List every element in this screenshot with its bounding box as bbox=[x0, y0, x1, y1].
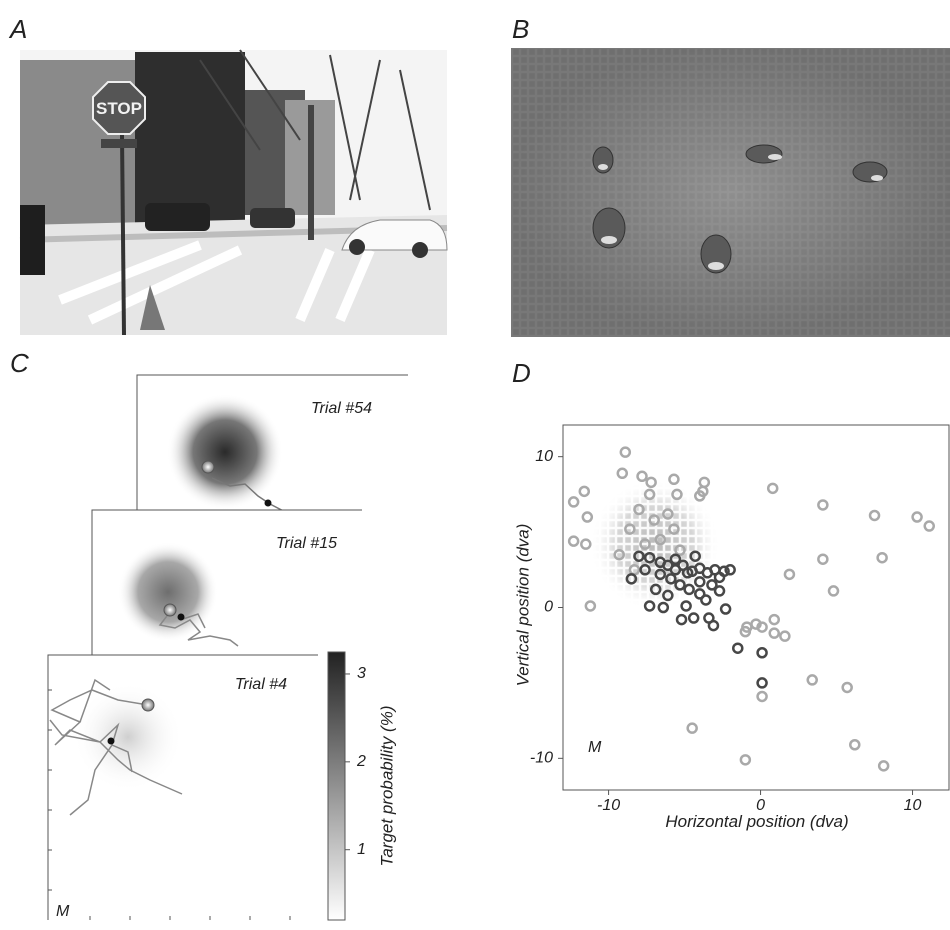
x-tick-label: -10 bbox=[597, 797, 620, 814]
scatter-point bbox=[721, 605, 730, 614]
scatter-point bbox=[850, 740, 859, 749]
page: {"panel_labels": ["A", "B", "C", "D"], "… bbox=[0, 0, 950, 925]
illustration-shape bbox=[145, 203, 210, 231]
illustration-shape bbox=[122, 135, 124, 335]
scatter-point bbox=[688, 724, 697, 733]
x-tick-label: 10 bbox=[904, 797, 922, 814]
scatter-point bbox=[638, 472, 647, 481]
scatter-point bbox=[583, 513, 592, 522]
panel-label: D bbox=[512, 358, 531, 388]
illustration-shape bbox=[135, 52, 245, 227]
scatter-point bbox=[870, 511, 879, 520]
illustration-shape bbox=[20, 205, 45, 275]
scatter-point bbox=[829, 586, 838, 595]
scatter-point bbox=[715, 586, 724, 595]
illustration-shape bbox=[101, 139, 137, 148]
illustration-shape bbox=[202, 461, 214, 473]
illustration-shape bbox=[708, 262, 724, 270]
scatter-point bbox=[780, 632, 789, 641]
y-tick-label: 1 bbox=[357, 841, 366, 858]
scatter-point bbox=[758, 692, 767, 701]
scatter-point bbox=[741, 755, 750, 764]
scatter-point bbox=[669, 475, 678, 484]
annotation: M bbox=[588, 739, 602, 756]
illustration-shape bbox=[178, 614, 185, 621]
trial-label: Trial #54 bbox=[311, 400, 372, 417]
illustration-shape bbox=[871, 175, 883, 181]
illustration-shape bbox=[308, 105, 314, 240]
scatter-point bbox=[758, 678, 767, 687]
y-axis-label: Vertical position (dva) bbox=[513, 524, 532, 687]
scatter-point bbox=[586, 601, 595, 610]
scatter-point bbox=[768, 484, 777, 493]
scatter-point bbox=[581, 540, 590, 549]
illustration-shape bbox=[746, 145, 782, 163]
scatter-point bbox=[770, 629, 779, 638]
scatter-point bbox=[879, 761, 888, 770]
figure: A B C D STOP bbox=[0, 0, 950, 925]
illustration-shape bbox=[768, 154, 782, 160]
panel-label: C bbox=[10, 348, 29, 378]
y-tick-label: 0 bbox=[544, 599, 553, 616]
illustration-shape bbox=[167, 394, 283, 510]
annotation: M bbox=[56, 903, 70, 920]
x-axis-label: Horizontal position (dva) bbox=[665, 812, 848, 831]
illustration-shape bbox=[250, 208, 295, 228]
scatter-point bbox=[677, 615, 686, 624]
trial-15-panel bbox=[92, 510, 362, 655]
scatter-point bbox=[569, 537, 578, 546]
scatter-point bbox=[618, 469, 627, 478]
scatter-point bbox=[569, 497, 578, 506]
scatter-point bbox=[785, 570, 794, 579]
trial-54-panel bbox=[137, 375, 408, 516]
illustration-shape bbox=[142, 699, 154, 711]
panel-label: B bbox=[512, 14, 529, 44]
illustration-shape bbox=[412, 242, 428, 258]
scatter-point bbox=[913, 513, 922, 522]
illustration-shape bbox=[601, 236, 617, 244]
trial-label: Trial #15 bbox=[276, 535, 337, 552]
illustration-shape bbox=[598, 164, 608, 170]
scatter-point bbox=[733, 644, 742, 653]
scatter-point bbox=[621, 448, 630, 457]
scatter-point bbox=[580, 487, 589, 496]
scatter-point bbox=[709, 621, 718, 630]
illustration-shape bbox=[108, 738, 115, 745]
scatter-point bbox=[689, 614, 698, 623]
scatter-point bbox=[758, 648, 767, 657]
y-tick-label: 2 bbox=[356, 753, 366, 770]
y-tick-label: 10 bbox=[535, 448, 553, 465]
panel-label: A bbox=[8, 14, 27, 44]
scatter-point bbox=[925, 522, 934, 531]
y-tick-label: -10 bbox=[530, 750, 553, 767]
scatter-point bbox=[843, 683, 852, 692]
illustration-shape bbox=[511, 48, 950, 337]
scatter-point bbox=[808, 675, 817, 684]
photo-geese bbox=[511, 48, 950, 337]
plot-frame bbox=[563, 425, 949, 790]
trial-4-panel bbox=[48, 655, 318, 920]
scatter-point bbox=[878, 553, 887, 562]
scatter-point bbox=[818, 555, 827, 564]
scatter-point bbox=[770, 615, 779, 624]
illustration-shape bbox=[164, 604, 176, 616]
illustration-shape bbox=[349, 239, 365, 255]
trial-label: Trial #4 bbox=[235, 676, 287, 693]
scatter-point bbox=[682, 601, 691, 610]
x-tick-label: 0 bbox=[756, 797, 765, 814]
sign-text: STOP bbox=[96, 99, 142, 118]
illustration-shape bbox=[48, 655, 318, 920]
colorbar-label: Target probability (%) bbox=[377, 706, 396, 867]
illustration-shape bbox=[265, 500, 272, 507]
scatter-point bbox=[818, 500, 827, 509]
colorbar bbox=[328, 652, 345, 920]
y-tick-label: 3 bbox=[357, 665, 366, 682]
photo-street: STOP bbox=[20, 50, 447, 335]
scatter-point bbox=[700, 478, 709, 487]
